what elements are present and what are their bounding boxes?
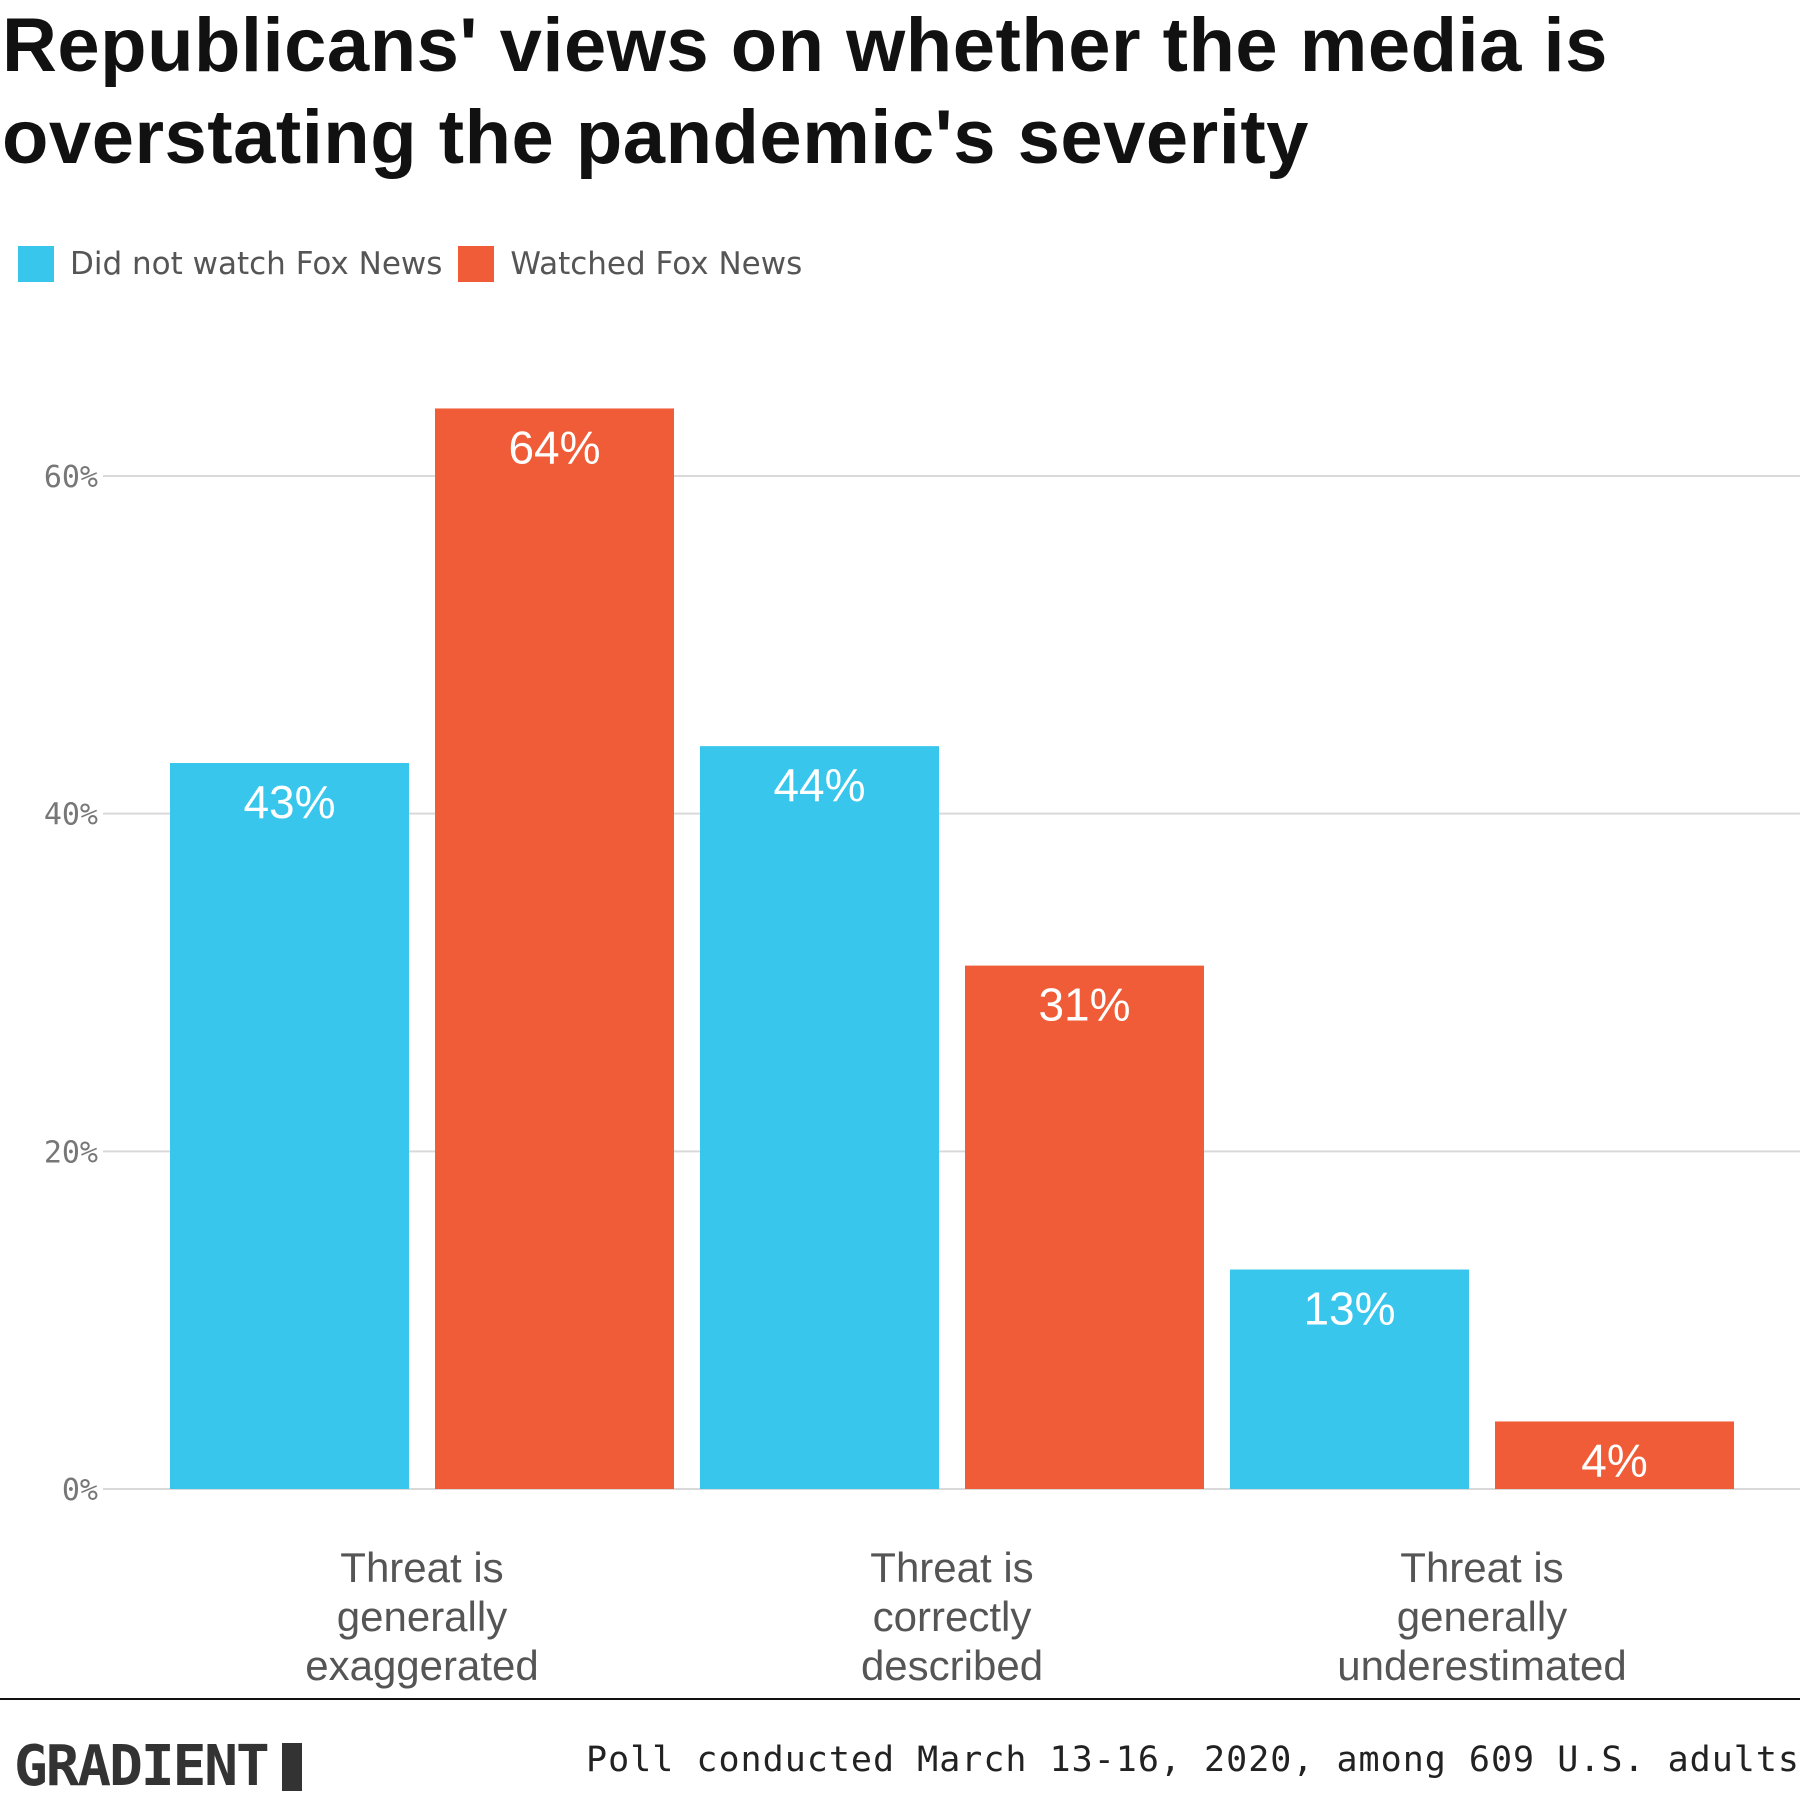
y-tick-label: 40% [44, 798, 98, 833]
legend: Did not watch Fox News Watched Fox News [18, 246, 818, 282]
data-label: 43% [243, 776, 335, 828]
x-tick-label: Threat is [870, 1544, 1033, 1591]
legend-item-watched: Watched Fox News [458, 246, 802, 282]
y-tick-label: 20% [44, 1135, 98, 1170]
x-tick-label: exaggerated [305, 1642, 539, 1689]
gradient-logo: GRADIENT [14, 1734, 302, 1799]
chart-title: Republicans' views on whether the media … [2, 3, 1608, 180]
legend-label: Did not watch Fox News [70, 246, 443, 282]
legend-swatch-watched [458, 246, 495, 282]
footer-divider [0, 1698, 1800, 1700]
x-tick-label: underestimated [1337, 1642, 1627, 1689]
x-tick-label: generally [337, 1593, 507, 1640]
bar [435, 408, 674, 1489]
legend-swatch-did-not-watch [18, 246, 54, 282]
x-tick-label: Threat is [1400, 1544, 1563, 1591]
footer-note: Poll conducted March 13-16, 2020, among … [586, 1740, 1800, 1780]
x-tick-label: described [861, 1642, 1043, 1689]
y-tick-label: 0% [62, 1473, 98, 1508]
legend-item-did-not-watch: Did not watch Fox News [18, 246, 442, 282]
data-label: 4% [1581, 1434, 1647, 1486]
legend-label: Watched Fox News [510, 246, 803, 282]
data-label: 13% [1303, 1283, 1395, 1335]
x-tick-label: Threat is [340, 1544, 503, 1591]
y-tick-label: 60% [44, 460, 98, 495]
data-label: 31% [1038, 979, 1130, 1031]
bar [1495, 1421, 1734, 1489]
bar [170, 763, 409, 1489]
data-label: 44% [773, 759, 865, 811]
bar [700, 746, 939, 1489]
bar [965, 965, 1204, 1489]
data-label: 64% [508, 421, 600, 473]
x-tick-label: correctly [873, 1593, 1032, 1640]
bar-chart: 0%20%40%60%43%64%Threat isgenerallyexagg… [44, 408, 1800, 1689]
bar [1230, 1269, 1469, 1489]
x-tick-label: generally [1397, 1593, 1567, 1640]
